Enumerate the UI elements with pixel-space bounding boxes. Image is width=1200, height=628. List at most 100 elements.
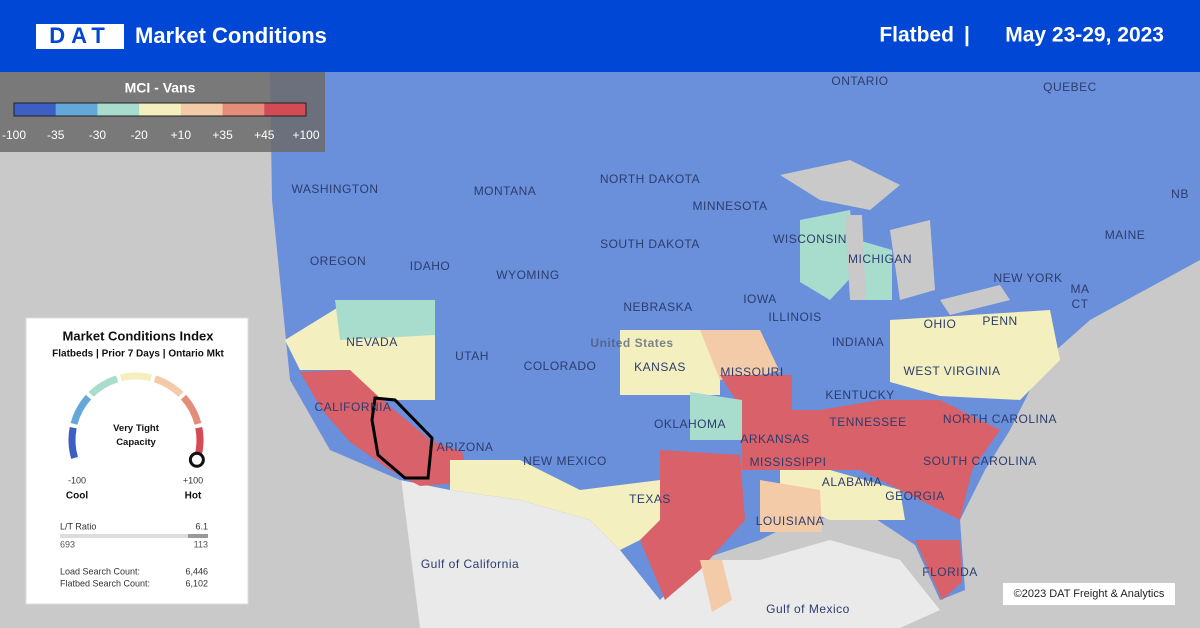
- legend-swatch: [55, 103, 98, 116]
- map-label: OKLAHOMA: [654, 417, 726, 431]
- count-label: Flatbed Search Count:: [60, 578, 150, 588]
- count-value: 6,446: [185, 566, 208, 576]
- map-label: NEW YORK: [993, 271, 1062, 285]
- map-label: MA: [1071, 282, 1090, 296]
- market-outline: [370, 396, 434, 480]
- map-label: ILLINOIS: [768, 310, 821, 324]
- count-label: Load Search Count:: [60, 566, 140, 576]
- map-label: NORTH DAKOTA: [600, 172, 700, 186]
- region-hot: [300, 370, 470, 486]
- logo-box: [36, 24, 124, 49]
- map-label: Gulf of Mexico: [766, 602, 850, 616]
- lake: [890, 220, 935, 300]
- map-label: KENTUCKY: [825, 388, 894, 402]
- legend-swatch: [14, 103, 57, 116]
- legend-title: MCI - Vans: [125, 80, 196, 96]
- count-value: 6,102: [185, 578, 208, 588]
- legend-border: [13, 102, 307, 117]
- header-bar: [0, 0, 1200, 72]
- panel-title: Market Conditions Index: [63, 328, 215, 343]
- map-label: OREGON: [310, 254, 366, 268]
- legend-swatch: [264, 103, 307, 116]
- map-label: NEW MEXICO: [523, 454, 607, 468]
- map-label: TEXAS: [629, 492, 671, 506]
- map-label: SOUTH CAROLINA: [923, 454, 1037, 468]
- map-label: MISSISSIPPI: [750, 455, 827, 469]
- ratio-bar: [60, 534, 208, 538]
- region: [700, 330, 780, 380]
- trucks: 113: [194, 539, 208, 549]
- map-label: PENN: [982, 314, 1017, 328]
- map-label: WISCONSIN: [773, 232, 847, 246]
- lake: [845, 215, 866, 300]
- logo: DAT: [49, 23, 111, 48]
- legend-tick-label: -20: [130, 128, 148, 142]
- map-label: CT: [1072, 297, 1089, 311]
- map-label: MISSOURI: [720, 365, 783, 379]
- gauge-pointer: [188, 451, 205, 468]
- map-label: QUEBEC: [1043, 80, 1097, 94]
- map-label: NEBRASKA: [623, 300, 692, 314]
- copyright-box: [1003, 583, 1175, 605]
- map-label: WASHINGTON: [291, 182, 378, 196]
- gauge-segment: [70, 394, 92, 425]
- map-label: ARKANSAS: [740, 432, 809, 446]
- ratio-fill: [188, 534, 208, 538]
- ratio-label: L/T Ratio: [60, 521, 96, 531]
- map-label: UTAH: [455, 349, 489, 363]
- legend-tick-label: -100: [2, 128, 26, 142]
- map-label: IOWA: [743, 292, 777, 306]
- map-label: MAINE: [1105, 228, 1146, 242]
- map-label: United States: [590, 336, 673, 350]
- copyright: ©2023 DAT Freight & Analytics: [1014, 588, 1165, 600]
- gauge: [68, 372, 205, 468]
- gauge-min-label: Cool: [66, 491, 88, 502]
- header-separator: |: [964, 24, 970, 47]
- map-label: OHIO: [924, 317, 957, 331]
- gauge-segment: [88, 375, 119, 397]
- map-label: INDIANA: [832, 335, 884, 349]
- gauge-segment: [153, 375, 184, 397]
- map-label: CALIFORNIA: [314, 400, 391, 414]
- legend-swatch: [222, 103, 265, 116]
- panel-subtitle: Flatbeds | Prior 7 Days | Ontario Mkt: [52, 349, 224, 360]
- region: [450, 460, 660, 550]
- gauge-max: +100: [183, 475, 203, 485]
- map-label: FLORIDA: [922, 565, 978, 579]
- region-hot: [640, 450, 745, 600]
- legend-bar: -100 -35 -30 -20 +10 +35 +45 +100: [2, 102, 320, 142]
- legend-swatch: [180, 103, 224, 116]
- map-label: MINNESOTA: [693, 199, 768, 213]
- legend-tick-label: +10: [171, 128, 192, 142]
- map-label: WEST VIRGINIA: [904, 364, 1001, 378]
- header-date: May 23-29, 2023: [1005, 24, 1164, 47]
- legend-tick-label: -30: [89, 128, 107, 142]
- gauge-max-label: Hot: [185, 491, 202, 502]
- map-label: TENNESSEE: [829, 415, 906, 429]
- region: [335, 300, 435, 340]
- region: [760, 480, 822, 532]
- region: [700, 560, 732, 612]
- legend-tick-label: -35: [47, 128, 65, 142]
- gauge-label: Very Tight Capacity: [113, 423, 159, 448]
- map-label: NORTH CAROLINA: [943, 412, 1057, 426]
- gauge-segment: [120, 372, 152, 382]
- header-title: Market Conditions: [135, 23, 327, 48]
- map-label: NEVADA: [346, 335, 397, 349]
- legend-swatch: [97, 103, 140, 116]
- loads: 693: [60, 539, 75, 549]
- panel: [25, 317, 249, 605]
- gauge-label-box: Very Tight Capacity: [113, 423, 159, 448]
- region: [620, 330, 720, 395]
- gauge-segment: [68, 426, 78, 459]
- map-label: ALABAMA: [822, 475, 882, 489]
- map-label: LOUISIANA: [756, 514, 825, 528]
- map-label: NB: [1171, 187, 1189, 201]
- gauge-min: -100: [68, 475, 86, 485]
- lake: [780, 160, 900, 210]
- region: [890, 310, 1060, 400]
- counts: Load Search Count: 6,446 Flatbed Search Co…: [60, 566, 208, 588]
